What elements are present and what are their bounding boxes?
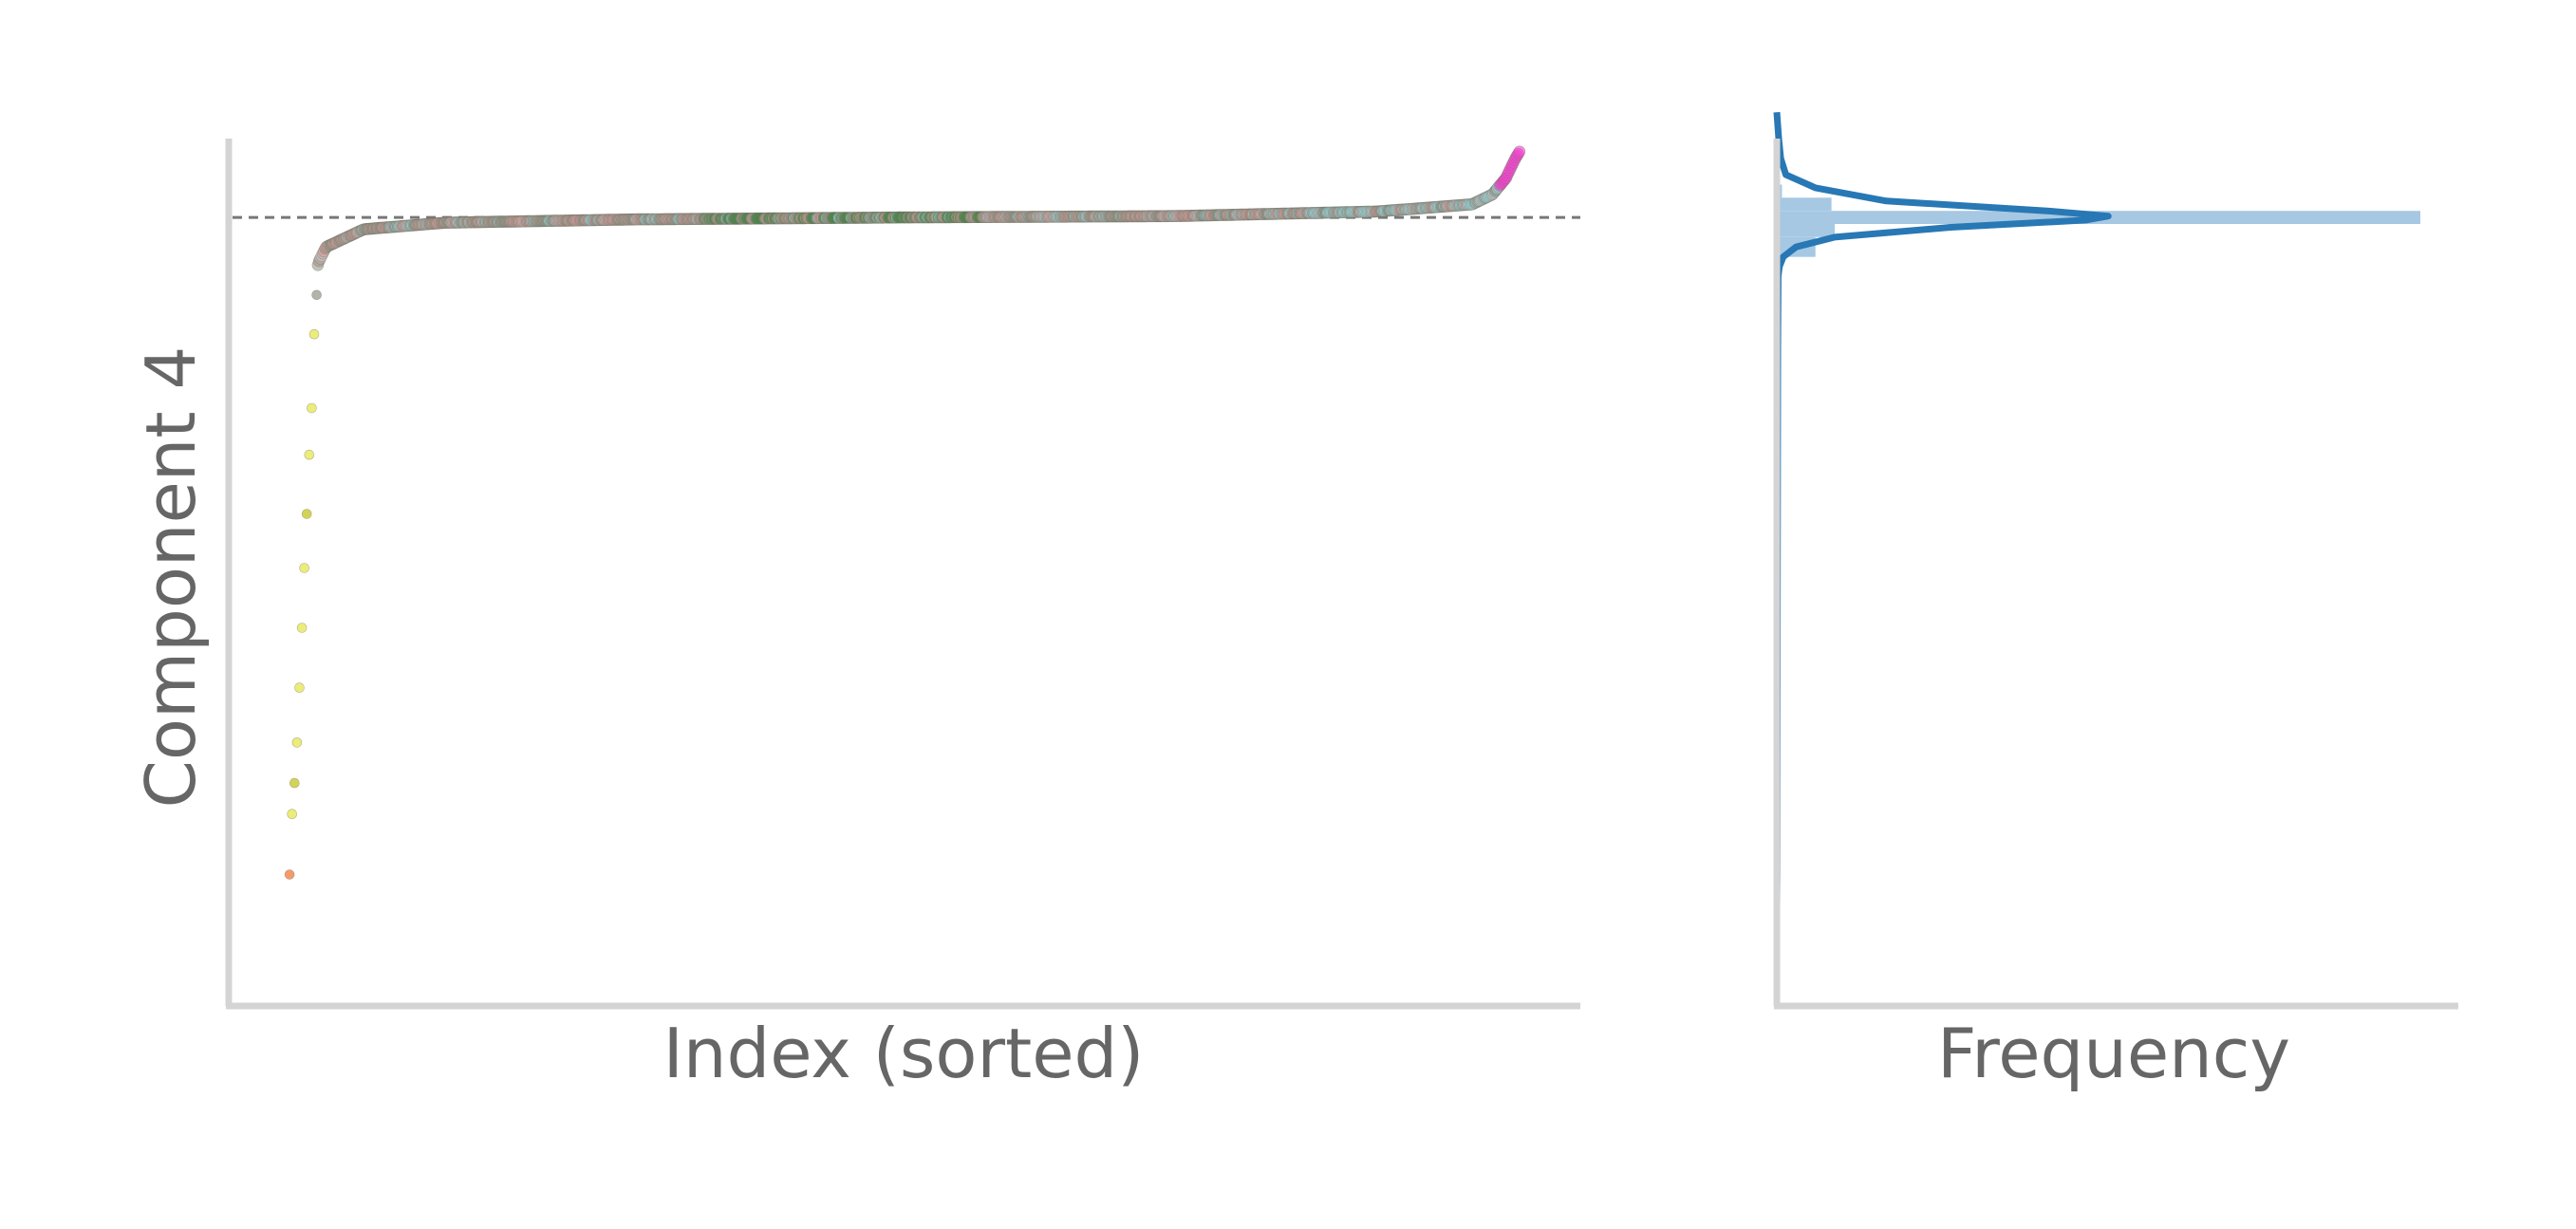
scatter-point bbox=[294, 682, 305, 693]
scatter-point bbox=[301, 509, 312, 519]
scatter-point bbox=[284, 869, 295, 880]
histogram-panel: Frequency bbox=[1773, 112, 2458, 1093]
scatter-points bbox=[284, 145, 1526, 880]
scatter-point bbox=[1513, 145, 1526, 158]
scatter-point bbox=[299, 563, 309, 573]
scatter-x-axis-label: Index (sorted) bbox=[663, 1014, 1145, 1093]
scatter-point bbox=[307, 402, 317, 414]
scatter-point bbox=[287, 809, 298, 820]
scatter-point bbox=[304, 449, 315, 460]
scatter-y-axis-label: Component 4 bbox=[131, 346, 211, 809]
histogram-bar bbox=[1777, 197, 1832, 212]
histogram-x-axis-label: Frequency bbox=[1937, 1014, 2290, 1093]
scatter-point bbox=[289, 777, 300, 789]
scatter-point bbox=[296, 623, 308, 633]
scatter-point bbox=[311, 289, 322, 301]
histogram-bar bbox=[1777, 224, 1835, 237]
scatter-panel: Index (sorted) Component 4 bbox=[131, 139, 1580, 1093]
scatter-point bbox=[308, 328, 320, 340]
scatter-point bbox=[291, 737, 303, 748]
